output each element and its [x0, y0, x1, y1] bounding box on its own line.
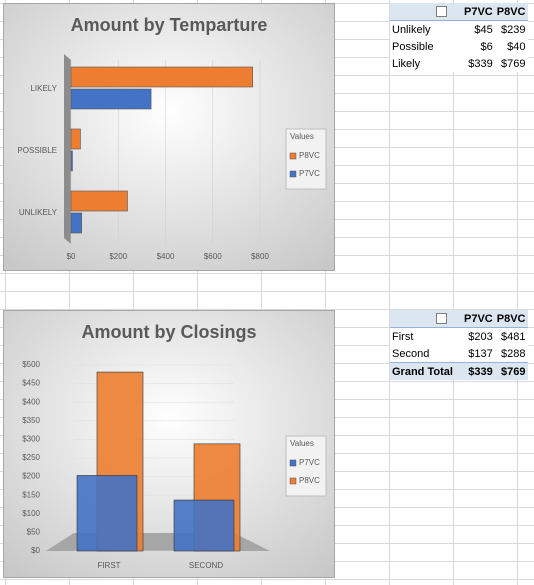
- cell: Possible: [392, 40, 434, 53]
- cell: $288: [501, 347, 526, 360]
- y-tick-label: $500: [22, 360, 40, 369]
- y-tick-label: $300: [22, 435, 40, 444]
- chart-background: [4, 4, 334, 270]
- header-row: P7VC P8VC: [390, 3, 528, 21]
- cell: $45: [474, 23, 493, 36]
- filter-cell: [390, 310, 462, 328]
- y-tick-label: $400: [22, 397, 40, 406]
- legend-title: Values: [290, 132, 314, 141]
- chart-closings: Amount by Closings $0 $50 $100 $150 $200 $250…: [3, 310, 335, 578]
- filter-button[interactable]: [436, 313, 447, 325]
- cell: $40: [507, 40, 526, 53]
- legend-label: P7VC: [299, 458, 320, 467]
- axis-wall: [64, 54, 71, 244]
- legend-label: P8VC: [299, 151, 320, 160]
- cell: $769: [501, 57, 526, 70]
- row: Possible $6 $40: [390, 38, 528, 55]
- cell: First: [392, 330, 414, 343]
- legend-swatch: [289, 459, 297, 467]
- x-tick-label: FIRST: [97, 561, 120, 570]
- row: Likely $339 $769: [390, 55, 528, 72]
- bar: [76, 475, 138, 552]
- cell: Grand Total: [390, 362, 462, 380]
- header-row: P7VC P8VC: [390, 310, 528, 328]
- legend-swatch: [289, 170, 297, 178]
- bar: [70, 128, 81, 150]
- total-row: Grand Total $339 $769: [390, 362, 528, 380]
- y-tick-label: LIKELY: [30, 84, 57, 93]
- x-tick-label: $600: [204, 252, 222, 261]
- pivot-table: P7VC P8VC Unlikely $45 $239 Possible $6 $40 Like…: [390, 3, 528, 72]
- y-tick-label: $250: [22, 453, 40, 462]
- bar: [70, 150, 73, 172]
- x-tick-label: $800: [251, 252, 269, 261]
- pivot-table: P7VC P8VC First $203 $481 Second $137 $288 Grand…: [390, 310, 528, 380]
- legend-label: P8VC: [299, 476, 320, 485]
- chart-temperature: Amount by Temparture $0 $200 $400 $600 $800 L…: [3, 3, 335, 271]
- filter-cell: [390, 3, 462, 21]
- cell: $203: [468, 330, 493, 343]
- cell: $6: [480, 40, 493, 53]
- bar: [70, 66, 253, 88]
- cell: Likely: [392, 57, 421, 70]
- cell: Second: [392, 347, 430, 360]
- x-tick-label: SECOND: [189, 561, 223, 570]
- filter-button[interactable]: [436, 6, 447, 18]
- row: First $203 $481: [390, 328, 528, 346]
- cell: $339: [462, 362, 495, 380]
- legend: [285, 435, 327, 497]
- y-tick-label: POSSIBLE: [17, 146, 57, 155]
- chart-title: Amount by Closings: [82, 322, 257, 342]
- y-tick-label: $150: [22, 490, 40, 499]
- bar: [70, 190, 128, 212]
- legend-label: P7VC: [299, 169, 320, 178]
- column-header: P8VC: [494, 310, 528, 328]
- column-header: P7VC: [462, 3, 495, 21]
- chart-title: Amount by Temparture: [71, 15, 268, 35]
- column-header: P8VC: [494, 3, 528, 21]
- y-tick-label: $100: [22, 509, 40, 518]
- cell: $137: [468, 347, 493, 360]
- bar: [70, 212, 82, 234]
- y-tick-label: $200: [22, 472, 40, 481]
- bar: [70, 88, 152, 110]
- y-tick-label: $450: [22, 379, 40, 388]
- x-tick-label: $400: [157, 252, 175, 261]
- cell: Unlikely: [392, 23, 431, 36]
- legend-swatch: [289, 477, 297, 485]
- y-tick-label: $350: [22, 416, 40, 425]
- cell: $239: [501, 23, 526, 36]
- cell: $481: [501, 330, 526, 343]
- y-tick-label: UNLIKELY: [19, 208, 58, 217]
- x-tick-label: $200: [109, 252, 127, 261]
- y-tick-label: $50: [27, 528, 41, 537]
- legend-title: Values: [290, 439, 314, 448]
- y-tick-label: $0: [31, 546, 40, 555]
- cell: $769: [494, 362, 528, 380]
- column-header: P7VC: [462, 310, 495, 328]
- row: Unlikely $45 $239: [390, 21, 528, 39]
- row: Second $137 $288: [390, 345, 528, 363]
- cell: $339: [468, 57, 493, 70]
- legend-swatch: [289, 152, 297, 160]
- x-tick-label: $0: [67, 252, 76, 261]
- bar: [173, 499, 235, 552]
